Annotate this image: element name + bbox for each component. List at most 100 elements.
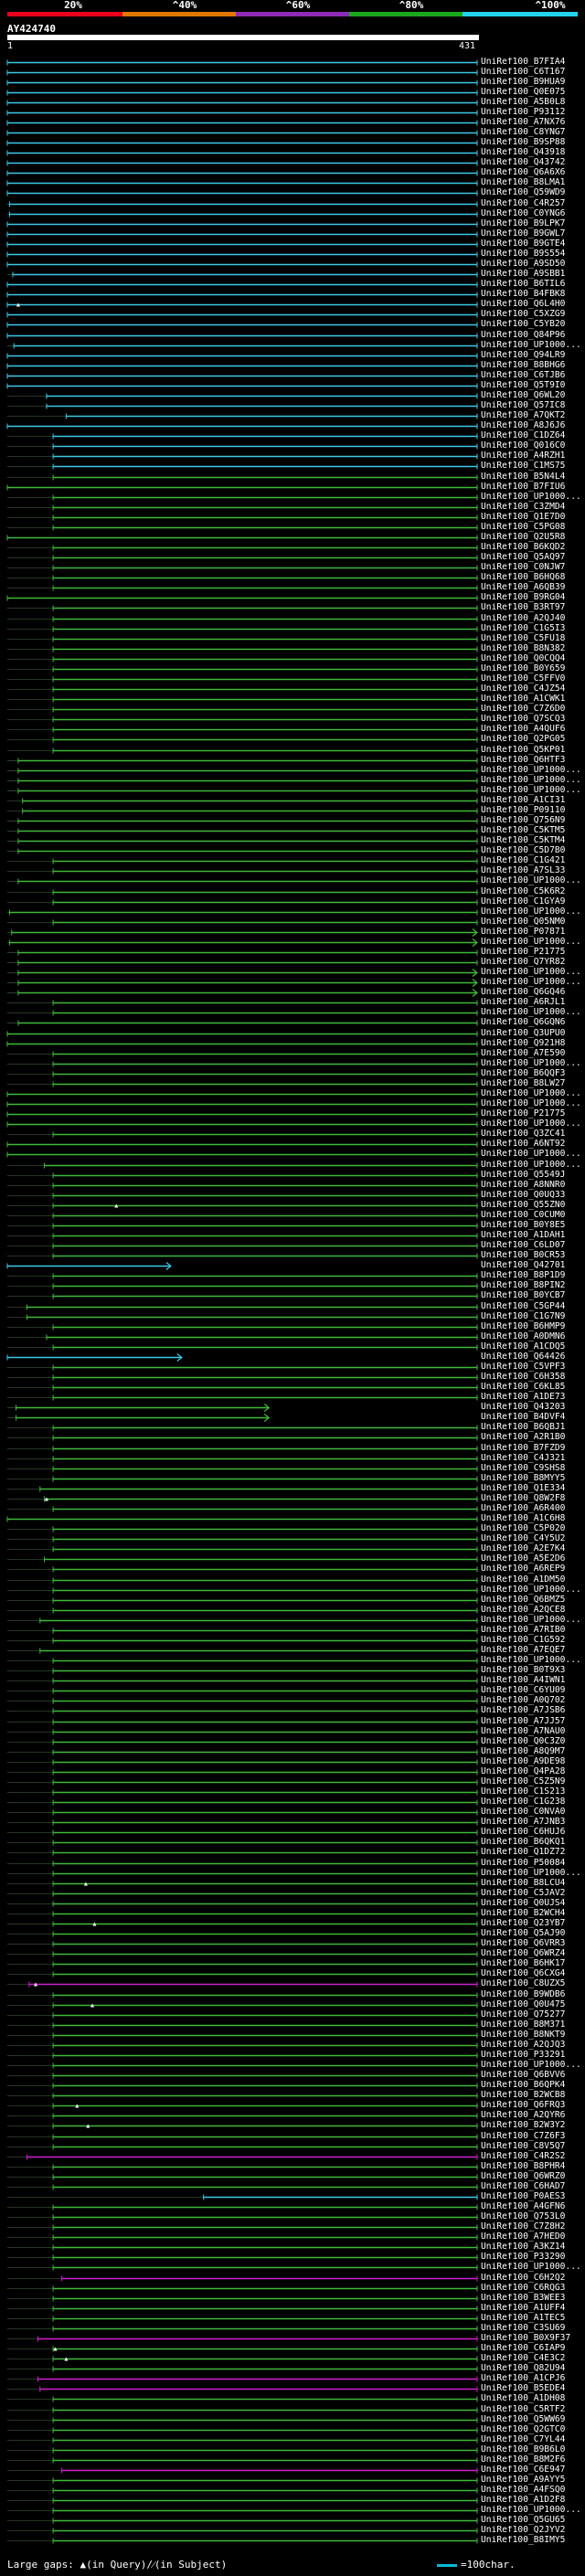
hit-label-link[interactable]: UniRef100_Q64426 <box>481 1352 566 1362</box>
hit-row[interactable] <box>6 1353 183 1362</box>
hit-label-link[interactable]: UniRef100_Q6L4H0 <box>481 300 566 309</box>
hit-row[interactable] <box>7 474 478 481</box>
hit-row[interactable] <box>7 1638 478 1644</box>
hit-row[interactable] <box>6 59 478 66</box>
hit-row[interactable] <box>7 1961 478 1967</box>
hit-row[interactable] <box>7 1081 478 1087</box>
hit-row[interactable] <box>7 1617 478 1624</box>
hit-label-link[interactable]: UniRef100_Q6HTF3 <box>481 756 566 765</box>
hit-row[interactable] <box>7 2042 478 2049</box>
hit-label-link[interactable]: UniRef100_Q5T9I0 <box>481 381 566 390</box>
hit-label-link[interactable]: UniRef100_UP1000... <box>481 978 581 987</box>
hit-label-link[interactable]: UniRef100_P93112 <box>481 108 566 117</box>
hit-row[interactable] <box>7 504 478 511</box>
hit-label-link[interactable]: UniRef100_B6HMP9 <box>481 1322 566 1331</box>
hit-row[interactable] <box>7 1546 478 1553</box>
hit-row[interactable] <box>7 979 478 987</box>
hit-row[interactable] <box>7 1283 478 1289</box>
hit-label-link[interactable]: UniRef100_B9RG04 <box>481 593 566 602</box>
hit-label-link[interactable]: UniRef100_Q016C0 <box>481 441 566 451</box>
hit-row[interactable] <box>6 322 478 328</box>
hit-label-link[interactable]: UniRef100_C0YNG6 <box>481 209 566 218</box>
hit-label-link[interactable]: UniRef100_C9SHS8 <box>481 1464 566 1473</box>
hit-label-link[interactable]: UniRef100_C1GYA9 <box>481 897 566 906</box>
hit-label-link[interactable]: UniRef100_Q82U94 <box>481 2364 566 2373</box>
hit-label-link[interactable]: UniRef100_UP1000... <box>481 2506 581 2515</box>
hit-row[interactable] <box>7 2487 478 2494</box>
hit-label-link[interactable]: UniRef100_B8P1D9 <box>481 1271 566 1280</box>
hit-label-link[interactable]: UniRef100_C6IAP9 <box>481 2344 566 2353</box>
hit-label-link[interactable]: UniRef100_B2W3Y2 <box>481 2121 566 2130</box>
hit-label-link[interactable]: UniRef100_Q6WL20 <box>481 391 566 400</box>
hit-row[interactable] <box>7 1344 478 1351</box>
hit-row[interactable] <box>7 1486 478 1492</box>
hit-label-link[interactable]: UniRef100_C1MS75 <box>481 461 566 471</box>
hit-label-link[interactable]: UniRef100_A6QB39 <box>481 583 566 592</box>
hit-row[interactable] <box>7 2316 478 2322</box>
hit-label-link[interactable]: UniRef100_C5YB20 <box>481 320 566 329</box>
hit-row[interactable] <box>7 1233 478 1239</box>
hit-label-link[interactable]: UniRef100_A1CI31 <box>481 796 566 805</box>
hit-label-link[interactable]: UniRef100_B6HK17 <box>481 1959 566 1968</box>
hit-label-link[interactable]: UniRef100_A0Q702 <box>481 1696 566 1705</box>
hit-label-link[interactable]: UniRef100_UP1000... <box>481 1059 581 1068</box>
hit-row[interactable] <box>7 686 478 693</box>
hit-row[interactable] <box>7 2164 478 2170</box>
hit-label-link[interactable]: UniRef100_UP1000... <box>481 493 581 502</box>
hit-row[interactable] <box>6 1041 478 1047</box>
hit-label-link[interactable]: UniRef100_C1G5I3 <box>481 624 566 633</box>
hit-row[interactable] <box>6 383 478 389</box>
hit-label-link[interactable]: UniRef100_B9SP88 <box>481 138 566 147</box>
hit-row[interactable] <box>6 170 478 176</box>
hit-label-link[interactable]: UniRef100_A7JSB6 <box>481 1706 566 1715</box>
hit-row[interactable] <box>7 494 478 501</box>
hit-row[interactable] <box>6 1031 478 1037</box>
hit-row[interactable] <box>6 363 478 369</box>
hit-row[interactable] <box>7 1293 478 1299</box>
hit-label-link[interactable]: UniRef100_Q753L0 <box>481 2212 566 2221</box>
hit-row[interactable] <box>6 80 478 86</box>
hit-row[interactable] <box>7 1131 478 1138</box>
hit-label-link[interactable]: UniRef100_C7Z6F3 <box>481 2132 566 2141</box>
hit-row[interactable] <box>7 433 478 440</box>
hit-label-link[interactable]: UniRef100_A1C6H8 <box>481 1514 566 1523</box>
hit-label-link[interactable]: UniRef100_A7JJ57 <box>481 1717 566 1726</box>
hit-row[interactable] <box>7 271 478 278</box>
hit-label-link[interactable]: UniRef100_B6KQD2 <box>481 543 566 552</box>
hit-label-link[interactable]: UniRef100_Q0CQQ4 <box>481 654 566 663</box>
hit-label-link[interactable]: UniRef100_A7JNB3 <box>481 1818 566 1827</box>
hit-row[interactable] <box>7 1819 478 1826</box>
hit-row[interactable] <box>7 726 478 733</box>
hit-row[interactable] <box>7 788 478 794</box>
hit-label-link[interactable]: UniRef100_A1CPJ6 <box>481 2374 566 2383</box>
hit-label-link[interactable]: UniRef100_Q5549J <box>481 1171 566 1180</box>
hit-row[interactable] <box>7 1374 478 1381</box>
hit-row[interactable] <box>7 2103 478 2109</box>
hit-row[interactable] <box>7 575 478 581</box>
hit-label-link[interactable]: UniRef100_A2QJQ3 <box>481 2041 566 2050</box>
hit-row[interactable] <box>7 2497 478 2504</box>
hit-label-link[interactable]: UniRef100_Q6FRQ3 <box>481 2101 566 2110</box>
hit-label-link[interactable]: UniRef100_Q2JYV2 <box>481 2526 566 2535</box>
hit-row[interactable] <box>7 838 478 844</box>
hit-label-link[interactable]: UniRef100_UP1000... <box>481 1008 581 1017</box>
hit-row[interactable] <box>7 656 478 663</box>
hit-row[interactable] <box>7 1901 478 1907</box>
hit-row[interactable] <box>7 1971 478 1977</box>
hit-label-link[interactable]: UniRef100_C1DZ64 <box>481 431 566 440</box>
hit-row[interactable] <box>7 443 478 450</box>
hit-row[interactable] <box>7 938 478 947</box>
hit-row[interactable] <box>7 626 478 632</box>
hit-row[interactable] <box>7 848 478 854</box>
hit-row[interactable] <box>7 706 478 713</box>
hit-label-link[interactable]: UniRef100_A2QJ40 <box>481 614 566 623</box>
hit-label-link[interactable]: UniRef100_B8MYY5 <box>481 1474 566 1483</box>
hit-label-link[interactable]: UniRef100_UP1000... <box>481 1089 581 1098</box>
hit-row[interactable] <box>7 2306 478 2312</box>
hit-row[interactable] <box>7 616 478 622</box>
hit-label-link[interactable]: UniRef100_B9WDB6 <box>481 1990 566 1999</box>
hit-label-link[interactable]: UniRef100_A1DE73 <box>481 1393 566 1402</box>
hit-row[interactable] <box>7 1648 478 1654</box>
hit-row[interactable] <box>7 2285 478 2292</box>
hit-row[interactable] <box>7 2254 478 2261</box>
